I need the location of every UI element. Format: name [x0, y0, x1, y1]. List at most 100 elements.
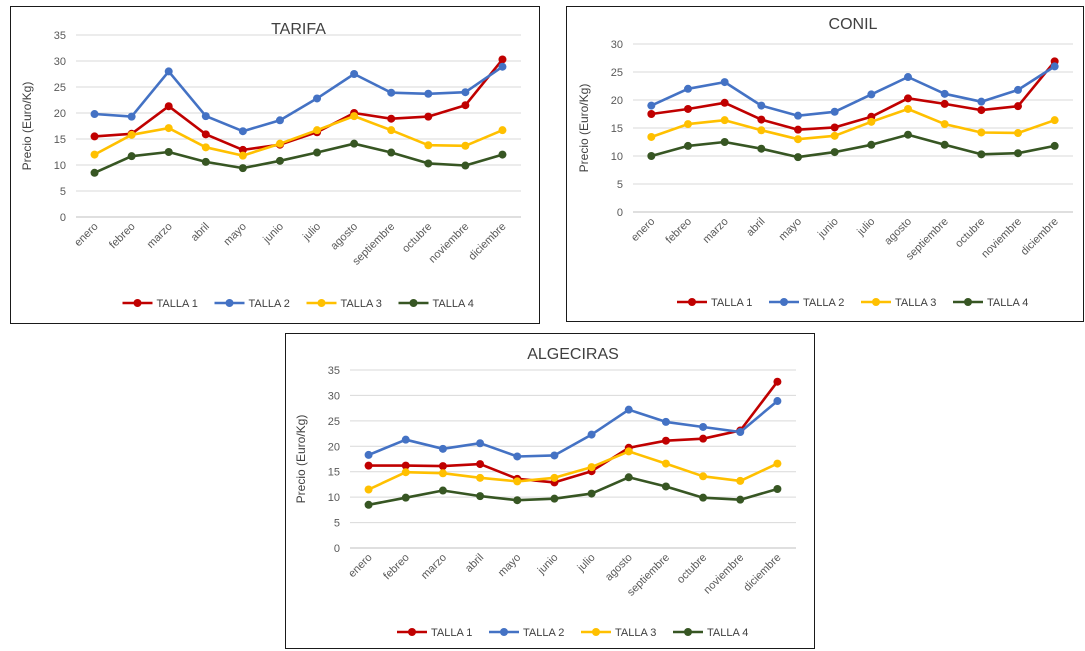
y-tick-label: 5	[60, 186, 66, 198]
data-point-talla-2	[699, 422, 708, 431]
legend-marker	[317, 299, 326, 307]
series-line-talla-2	[94, 65, 504, 133]
x-tick-label: julio	[854, 216, 877, 239]
y-tick-label: 25	[328, 416, 340, 428]
data-point-talla-1	[476, 460, 485, 469]
data-point-talla-3	[164, 124, 173, 133]
data-point-talla-2	[201, 112, 210, 121]
data-point-talla-3	[424, 141, 433, 150]
data-point-talla-3	[977, 128, 986, 137]
data-point-talla-2	[757, 101, 766, 110]
data-point-talla-2	[1050, 62, 1059, 71]
data-point-talla-2	[401, 435, 410, 444]
data-point-talla-1	[794, 125, 802, 134]
y-tick-label: 25	[611, 67, 623, 79]
y-tick-label: 30	[54, 56, 66, 68]
y-tick-label: 30	[611, 39, 623, 51]
y-axis-label: Precio (Euro/Kg)	[577, 84, 591, 173]
series-line-talla-2	[368, 400, 779, 458]
data-point-talla-2	[977, 97, 986, 106]
data-point-talla-2	[940, 89, 949, 98]
legend-label: TALLA 4	[707, 627, 748, 639]
data-point-talla-4	[498, 150, 507, 159]
legend-marker	[964, 298, 972, 306]
data-point-talla-1	[661, 436, 670, 445]
data-point-talla-3	[794, 135, 802, 144]
data-point-talla-1	[461, 101, 470, 110]
chart-panel-conil: CONIL 0 5 10 15 20 25 30 Precio (Euro/Kg) enero fe…	[566, 6, 1084, 322]
y-tick-label: 0	[60, 212, 66, 224]
legend-label: TALLA 3	[615, 627, 656, 639]
x-tick-label: diciembre	[741, 552, 783, 594]
data-point-talla-3	[624, 447, 633, 456]
data-point-talla-3	[830, 131, 839, 140]
data-point-talla-3	[699, 472, 708, 481]
data-point-talla-4	[461, 161, 470, 170]
y-tick-label: 15	[611, 123, 623, 135]
x-tick-label: octubre	[953, 216, 987, 250]
x-tick-label: octubre	[675, 552, 709, 586]
data-point-talla-3	[387, 126, 396, 135]
x-tick-label: mayo	[221, 221, 249, 249]
data-point-talla-3	[550, 473, 559, 482]
legend-label: TALLA 4	[433, 298, 474, 310]
data-point-talla-2	[794, 111, 802, 120]
data-point-talla-4	[794, 153, 802, 162]
x-tick-label: noviembre	[979, 216, 1024, 261]
x-tick-label: junio	[815, 216, 841, 242]
data-point-talla-4	[940, 140, 949, 149]
data-point-talla-2	[830, 107, 839, 116]
x-tick-label: enero	[72, 221, 100, 249]
x-tick-label: julio	[300, 221, 323, 244]
data-point-talla-2	[313, 94, 322, 103]
series-line-talla-1	[94, 58, 504, 152]
data-point-talla-2	[773, 397, 782, 406]
line-chart-conil: CONIL 0 5 10 15 20 25 30 Precio (Euro/Kg) enero fe…	[577, 16, 1073, 309]
x-tick-label: abril	[189, 221, 212, 244]
data-point-talla-1	[201, 130, 210, 139]
data-point-talla-3	[401, 468, 410, 477]
legend-item-talla-4: TALLA 4	[398, 298, 474, 310]
data-point-talla-2	[424, 89, 433, 98]
data-point-talla-1	[830, 123, 839, 132]
data-point-talla-3	[1050, 116, 1059, 125]
data-point-talla-4	[350, 139, 359, 148]
legend-item-talla-4: TALLA 4	[673, 627, 748, 639]
data-point-talla-4	[720, 138, 729, 146]
series-line-talla-4	[93, 142, 503, 174]
data-point-talla-2	[164, 67, 173, 76]
x-tick-label: febreo	[381, 552, 412, 583]
data-point-talla-3	[773, 459, 782, 468]
chart-panel-tarifa: TARIFA 0 5 10 15 20 25 30 35 Precio (Euro/Kg) ener…	[10, 6, 540, 324]
legend-label: TALLA 2	[249, 298, 290, 310]
data-point-talla-4	[364, 500, 373, 509]
legend-label: TALLA 1	[157, 298, 198, 310]
legend-item-talla-3: TALLA 3	[306, 298, 382, 310]
x-tick-label: enero	[346, 552, 374, 580]
data-point-talla-1	[364, 461, 373, 470]
data-point-talla-3	[127, 130, 136, 139]
data-point-talla-2	[387, 88, 396, 97]
data-point-talla-4	[904, 130, 912, 139]
data-point-talla-4	[401, 493, 410, 502]
data-point-talla-2	[461, 88, 470, 97]
y-tick-label: 35	[328, 365, 340, 377]
chart-title: CONIL	[829, 16, 878, 33]
data-point-talla-3	[587, 463, 596, 472]
data-point-talla-3	[867, 117, 876, 126]
data-point-talla-1	[164, 102, 173, 111]
data-point-talla-3	[647, 132, 656, 141]
legend-label: TALLA 2	[523, 627, 564, 639]
legend-item-talla-2: TALLA 2	[769, 297, 844, 309]
legend-marker	[688, 298, 696, 306]
legend-marker	[408, 628, 416, 636]
legend-item-talla-1: TALLA 1	[397, 627, 472, 639]
data-point-talla-3	[904, 104, 912, 113]
legend-item-talla-1: TALLA 1	[677, 297, 752, 309]
x-tick-label: marzo	[145, 221, 175, 251]
data-point-talla-3	[461, 141, 470, 150]
series-line-talla-1	[651, 60, 1056, 131]
data-point-talla-4	[313, 148, 322, 157]
data-point-talla-4	[773, 485, 782, 494]
data-point-talla-4	[647, 152, 656, 160]
